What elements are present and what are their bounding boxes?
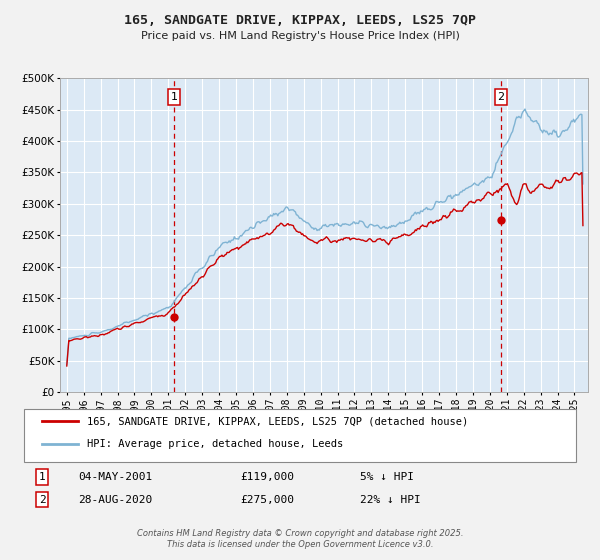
Text: 2: 2 [38, 494, 46, 505]
Text: 04-MAY-2001: 04-MAY-2001 [78, 472, 152, 482]
Text: HPI: Average price, detached house, Leeds: HPI: Average price, detached house, Leed… [87, 438, 343, 449]
Text: £275,000: £275,000 [240, 494, 294, 505]
Text: 1: 1 [170, 92, 178, 102]
Text: 165, SANDGATE DRIVE, KIPPAX, LEEDS, LS25 7QP (detached house): 165, SANDGATE DRIVE, KIPPAX, LEEDS, LS25… [87, 416, 468, 426]
Text: 165, SANDGATE DRIVE, KIPPAX, LEEDS, LS25 7QP (detached house): 165, SANDGATE DRIVE, KIPPAX, LEEDS, LS25… [79, 419, 460, 429]
Text: 28-AUG-2020: 28-AUG-2020 [78, 494, 152, 505]
Text: Contains HM Land Registry data © Crown copyright and database right 2025.
This d: Contains HM Land Registry data © Crown c… [137, 529, 463, 549]
Text: Price paid vs. HM Land Registry's House Price Index (HPI): Price paid vs. HM Land Registry's House … [140, 31, 460, 41]
Text: 5% ↓ HPI: 5% ↓ HPI [360, 472, 414, 482]
Text: 2: 2 [497, 92, 505, 102]
Text: £119,000: £119,000 [240, 472, 294, 482]
Text: 165, SANDGATE DRIVE, KIPPAX, LEEDS, LS25 7QP: 165, SANDGATE DRIVE, KIPPAX, LEEDS, LS25… [124, 14, 476, 27]
Text: HPI: Average price, detached house, Leeds: HPI: Average price, detached house, Leed… [79, 442, 335, 452]
Text: 1: 1 [38, 472, 46, 482]
Text: 22% ↓ HPI: 22% ↓ HPI [360, 494, 421, 505]
